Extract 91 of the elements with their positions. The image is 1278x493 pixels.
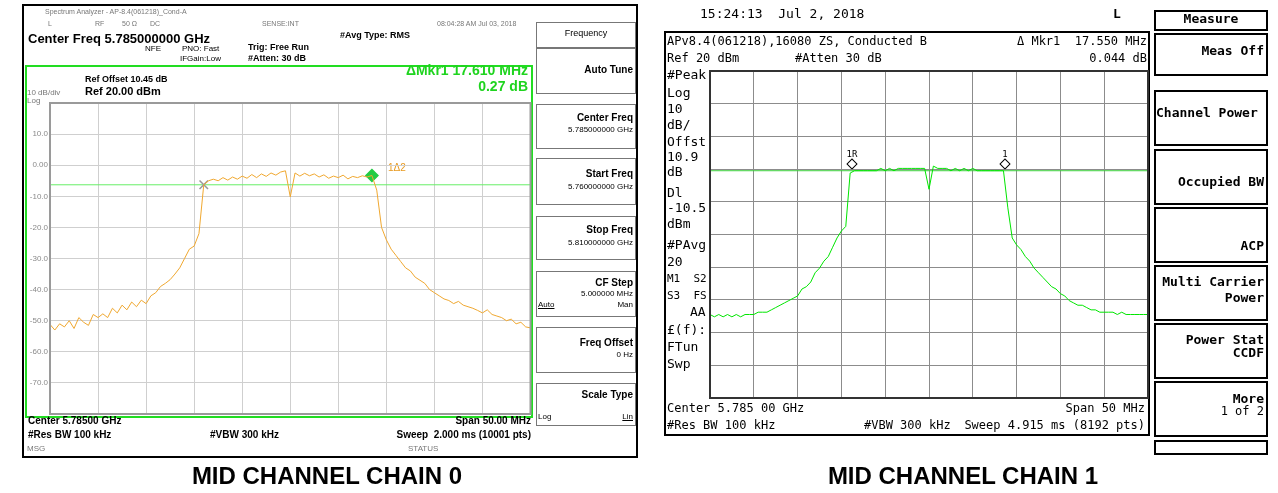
text: #Atten 30 dB <box>795 51 882 66</box>
text: dB <box>667 164 683 180</box>
text: 0.27 dB <box>478 78 528 94</box>
text: NFE <box>145 44 161 54</box>
text: #VBW 300 kHz <box>210 429 279 440</box>
y-tick-label: -40.0 <box>29 284 49 294</box>
y-tick-label: -60.0 <box>29 347 49 356</box>
text: dB/ <box>667 117 691 133</box>
text: Occupied BW <box>1176 174 1264 190</box>
text: 10 <box>667 101 683 117</box>
text: Center 5.785 00 GHz <box>667 401 805 416</box>
text: 0 Hz <box>615 350 633 360</box>
text: L <box>1113 6 1121 22</box>
text: £(f): <box>667 322 707 338</box>
y-tick-label: -10.0 <box>29 191 49 201</box>
y-tick-label: 10.0 <box>32 129 49 139</box>
text: Dl <box>667 185 683 201</box>
text: CCDF <box>1231 345 1264 361</box>
text: #VBW 300 kHz <box>864 418 951 433</box>
text: Start Freq <box>585 168 633 179</box>
text: 0.044 dB <box>1089 51 1147 65</box>
text: #Atten: 30 dB <box>248 53 307 64</box>
text: 1 <box>1001 149 1009 160</box>
text: More <box>1232 391 1264 406</box>
text: Swp <box>667 356 691 372</box>
text: PNO: Fast <box>182 44 220 54</box>
text: MID CHANNEL CHAIN 0 <box>190 462 464 490</box>
text: dBm <box>667 216 691 232</box>
text: AA <box>690 304 706 320</box>
text: FTun <box>667 339 699 355</box>
text: #PAvg <box>667 237 707 253</box>
y-tick-label: -70.0 <box>29 378 49 388</box>
text: -10.5 <box>667 200 707 216</box>
text: Span 50 MHz <box>1065 401 1145 415</box>
text: STATUS <box>408 444 439 454</box>
text: Auto <box>538 300 555 310</box>
text: CF Step <box>594 277 633 288</box>
text: Frequency <box>563 28 609 39</box>
text: Measure <box>1182 11 1240 27</box>
text: Center Freq 5.785000000 GHz <box>28 31 211 46</box>
text: #Res BW 100 kHz <box>667 418 776 433</box>
text: 1R <box>845 149 859 160</box>
text: Auto Tune <box>584 64 633 75</box>
text: Lin <box>622 412 633 421</box>
text: #Peak <box>667 67 707 83</box>
text: Δ Mkr1 17.550 MHz <box>1016 34 1147 48</box>
text: 5.810000000 GHz <box>567 238 633 248</box>
text: Log <box>27 96 41 106</box>
text: Log <box>538 412 552 422</box>
text: Stop Freq <box>585 224 633 235</box>
text: 10.9 <box>667 149 699 165</box>
text: 10 dB/div <box>27 88 61 98</box>
text: APv8.4(061218),16080 ZS, Conducted B <box>667 34 928 49</box>
text: Trig: Free Run <box>248 42 310 53</box>
text: #Avg Type: RMS <box>340 30 411 41</box>
y-tick-label: -30.0 <box>29 253 49 263</box>
text: MSG <box>27 444 46 454</box>
text: 5.785000000 GHz <box>567 125 633 135</box>
text: Channel Power <box>1156 105 1258 121</box>
text: Log <box>667 85 691 101</box>
text: Ref 20 dBm <box>667 51 740 66</box>
text: S3 FS <box>667 289 707 303</box>
text: 15:24:13 Jul 2, 2018 <box>700 6 865 22</box>
text: ΔMkr1 17.610 MHz <box>405 62 528 78</box>
text: Ref Offset 10.45 dB <box>85 74 168 85</box>
y-tick-label: -50.0 <box>29 315 49 325</box>
text: Man <box>617 300 633 309</box>
text: Ref 20.00 dBm <box>85 85 161 98</box>
text: Freq Offset <box>578 337 633 348</box>
text: MID CHANNEL CHAIN 1 <box>826 462 1100 490</box>
text: IFGain:Low <box>180 54 221 64</box>
text: ACP <box>1239 238 1264 254</box>
text: Power Stat <box>1184 332 1264 348</box>
text: Offst <box>667 134 707 150</box>
text: #Res BW 100 kHz <box>28 429 112 440</box>
text: Sweep 4.915 ms (8192 pts) <box>964 418 1145 432</box>
text: 20 <box>667 254 683 270</box>
text: M1 S2 <box>667 272 707 286</box>
text: Multi Carrier <box>1161 274 1264 290</box>
text: Scale Type <box>580 389 633 400</box>
text: 5.000000 MHz <box>579 289 633 299</box>
text: Power <box>1223 290 1264 306</box>
text: Meas Off <box>1201 43 1264 58</box>
y-tick-label: -20.0 <box>29 222 49 232</box>
text: 5.760000000 GHz <box>567 182 633 192</box>
text: 1 of 2 <box>1220 404 1264 418</box>
y-tick-label: 0.00 <box>32 160 49 170</box>
text: Center Freq <box>575 112 633 123</box>
text: Center 5.78500 GHz <box>28 415 122 426</box>
text: Span 50.00 MHz <box>455 415 531 426</box>
text: Sweep 2.000 ms (10001 pts) <box>396 429 531 440</box>
